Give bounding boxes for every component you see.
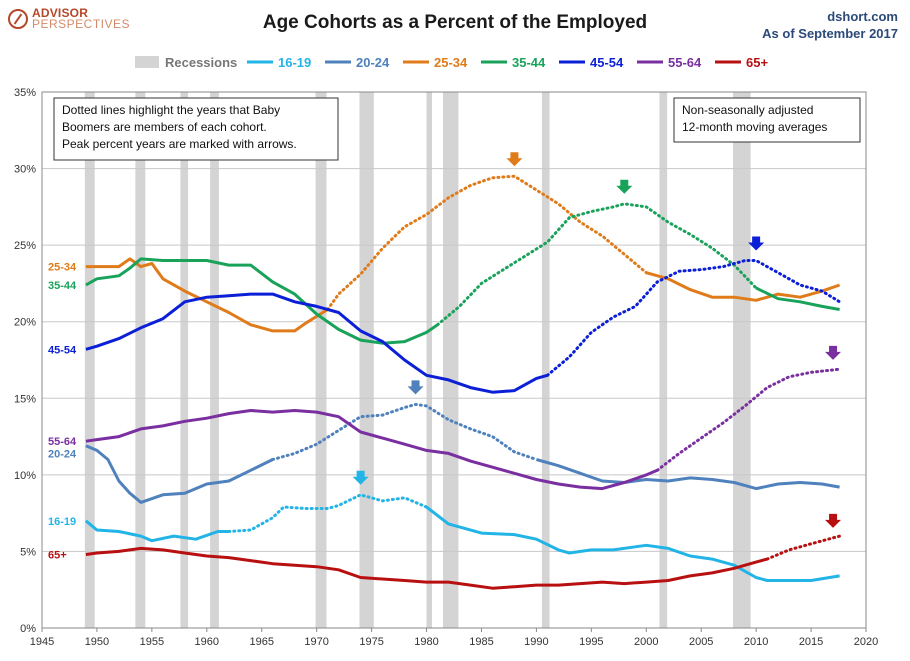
x-tick-label: 2000 [634, 636, 658, 648]
series-line-25-34 [645, 271, 841, 302]
y-tick-label: 5% [20, 546, 36, 558]
series-line-20-24 [85, 444, 274, 504]
brand-line-1: ADVISOR [32, 6, 89, 20]
series-label-35-44: 35-44 [48, 280, 77, 292]
series-line-25-34 [85, 257, 329, 333]
series-dotted-20-24 [271, 402, 538, 461]
series-line-16-19 [425, 505, 840, 582]
right-note-line: Non-seasonally adjusted [682, 103, 813, 117]
x-tick-label: 1945 [30, 636, 54, 648]
series-line-20-24 [535, 458, 840, 491]
recession-band [426, 92, 433, 628]
x-tick-label: 1985 [469, 636, 493, 648]
left-note-line: Boomers are members of each cohort. [62, 120, 267, 134]
recession-band [541, 92, 550, 628]
legend-label-55-64: 55-64 [668, 55, 702, 70]
legend-label-45-54: 45-54 [590, 55, 624, 70]
left-note-line: Dotted lines highlight the years that Ba… [62, 103, 280, 117]
y-tick-label: 20% [14, 317, 36, 329]
recession-band [84, 92, 95, 628]
legend-label-35-44: 35-44 [512, 55, 546, 70]
x-tick-label: 1980 [414, 636, 438, 648]
x-tick-label: 2020 [854, 636, 878, 648]
brand-line-2: PERSPECTIVES [32, 17, 131, 31]
x-tick-label: 1960 [195, 636, 219, 648]
series-line-35-44 [755, 286, 840, 311]
legend-recession-label: Recessions [165, 55, 237, 70]
series-dotted-65+ [765, 534, 842, 561]
series-line-65+ [85, 546, 768, 590]
x-tick-label: 1975 [359, 636, 383, 648]
y-tick-label: 10% [14, 470, 36, 482]
right-note-box [673, 97, 861, 143]
y-tick-label: 25% [14, 240, 36, 252]
y-tick-label: 35% [14, 87, 36, 99]
brand-logo: ADVISOR PERSPECTIVES [8, 6, 131, 31]
series-line-45-54 [85, 292, 548, 394]
right-note-line: 12-month moving averages [682, 120, 827, 134]
series-dotted-25-34 [326, 174, 648, 311]
peak-arrow-icon [825, 345, 842, 360]
peak-arrow-icon [825, 513, 842, 528]
legend-label-65+: 65+ [746, 55, 768, 70]
series-label-65+: 65+ [48, 549, 67, 561]
series-label-55-64: 55-64 [48, 436, 77, 448]
series-line-55-64 [85, 409, 658, 491]
recession-band [659, 92, 668, 628]
series-label-20-24: 20-24 [48, 448, 77, 460]
compass-logo-icon [8, 9, 28, 29]
source-block: dshort.com As of September 2017 [762, 8, 898, 42]
x-tick-label: 1955 [140, 636, 164, 648]
series-label-45-54: 45-54 [48, 344, 77, 356]
recession-band [443, 92, 459, 628]
x-tick-label: 1950 [85, 636, 109, 648]
peak-arrow-icon [748, 236, 765, 251]
x-tick-label: 2005 [689, 636, 713, 648]
recession-band [180, 92, 189, 628]
x-tick-label: 1995 [579, 636, 603, 648]
series-dotted-45-54 [545, 259, 842, 377]
legend-label-16-19: 16-19 [278, 55, 311, 70]
series-dotted-16-19 [227, 493, 428, 533]
series-label-16-19: 16-19 [48, 516, 76, 528]
recession-band [733, 92, 751, 628]
series-dotted-55-64 [655, 367, 842, 472]
series-line-16-19 [84, 519, 229, 543]
recession-band [315, 92, 327, 628]
x-tick-label: 1990 [524, 636, 548, 648]
x-tick-label: 1965 [249, 636, 273, 648]
y-tick-label: 30% [14, 164, 36, 176]
x-tick-label: 2010 [744, 636, 768, 648]
plot-frame [41, 91, 867, 629]
peak-arrow-icon [407, 380, 424, 395]
recession-band [135, 92, 146, 628]
source-site: dshort.com [827, 9, 898, 24]
peak-arrow-icon [506, 152, 523, 167]
y-tick-label: 15% [14, 393, 36, 405]
series-label-25-34: 25-34 [48, 262, 77, 274]
recession-band [359, 92, 374, 628]
x-tick-label: 1970 [304, 636, 328, 648]
chart-title: Age Cohorts as a Percent of the Employed [262, 12, 648, 33]
legend-recession-swatch [135, 56, 159, 68]
recession-band [210, 92, 219, 628]
peak-arrow-icon [352, 470, 369, 485]
peak-arrow-icon [616, 179, 633, 194]
left-note-line: Peak percent years are marked with arrow… [62, 137, 297, 151]
legend-label-20-24: 20-24 [356, 55, 390, 70]
legend-label-25-34: 25-34 [434, 55, 468, 70]
left-note-box [53, 97, 339, 161]
x-tick-label: 2015 [799, 636, 823, 648]
source-date: As of September 2017 [762, 26, 898, 41]
y-tick-label: 0% [20, 623, 36, 635]
series-dotted-35-44 [436, 202, 758, 327]
